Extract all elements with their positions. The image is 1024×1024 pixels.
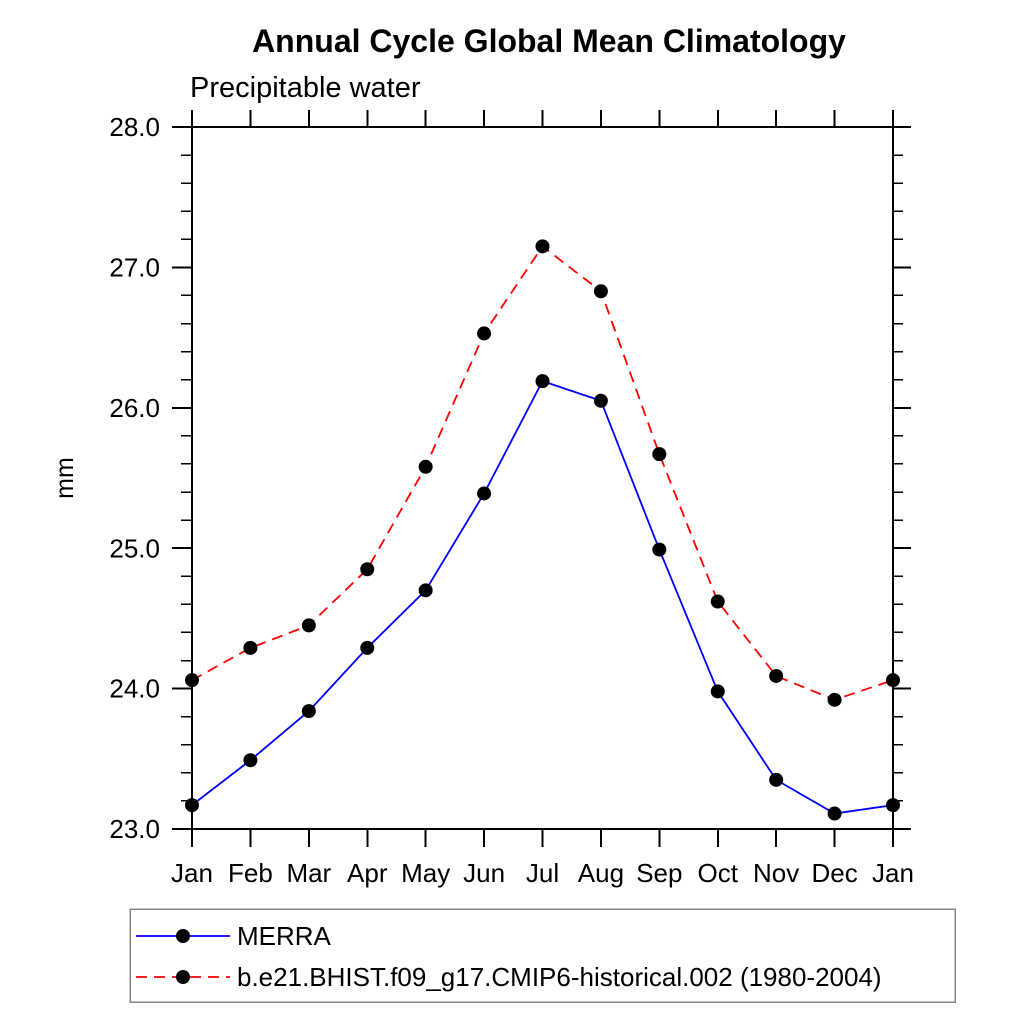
x-axis-tick-label: Sep bbox=[636, 858, 682, 888]
series-line-merra bbox=[191, 380, 894, 815]
data-point-marker bbox=[535, 239, 550, 254]
x-axis-tick-label: Jul bbox=[526, 858, 559, 888]
data-point-marker bbox=[301, 704, 316, 719]
data-point-marker bbox=[360, 640, 375, 655]
x-axis-tick-label: Jun bbox=[463, 858, 505, 888]
legend-label: b.e21.BHIST.f09_g17.CMIP6-historical.002… bbox=[237, 962, 882, 992]
series-line-model bbox=[191, 245, 894, 701]
legend-marker bbox=[176, 929, 190, 943]
data-point-marker bbox=[243, 753, 258, 768]
chart-title: Annual Cycle Global Mean Climatology bbox=[252, 23, 846, 59]
x-axis-tick-label: Apr bbox=[347, 858, 388, 888]
data-point-marker bbox=[652, 447, 667, 462]
data-point-marker bbox=[301, 618, 316, 633]
legend-box bbox=[129, 908, 956, 1003]
x-axis-tick-label: Jan bbox=[171, 858, 213, 888]
data-point-marker bbox=[710, 684, 725, 699]
y-axis-tick-label: 26.0 bbox=[109, 393, 160, 423]
y-axis-tick-label: 23.0 bbox=[109, 814, 160, 844]
legend-label: MERRA bbox=[237, 921, 332, 951]
data-point-marker bbox=[593, 284, 608, 299]
x-axis-tick-label: Mar bbox=[286, 858, 331, 888]
series-layer bbox=[185, 239, 900, 821]
plot-border bbox=[191, 126, 894, 830]
data-point-marker bbox=[360, 562, 375, 577]
x-axis-tick-label: Aug bbox=[578, 858, 624, 888]
legend-marker bbox=[176, 970, 190, 984]
data-point-marker bbox=[710, 594, 725, 609]
data-point-marker bbox=[769, 668, 784, 683]
data-point-marker bbox=[593, 393, 608, 408]
x-axis-tick-label: Feb bbox=[228, 858, 273, 888]
y-axis-title: mm bbox=[51, 457, 79, 499]
x-axis-tick-label: May bbox=[401, 858, 450, 888]
data-point-marker bbox=[652, 542, 667, 557]
data-point-marker bbox=[185, 798, 199, 813]
y-axis-tick-label: 24.0 bbox=[109, 674, 160, 704]
x-axis-tick-label: Dec bbox=[811, 858, 857, 888]
data-point-marker bbox=[535, 374, 550, 389]
data-point-marker bbox=[886, 673, 900, 688]
data-point-marker bbox=[477, 486, 492, 501]
chart-subtitle: Precipitable water bbox=[190, 72, 421, 104]
data-point-marker bbox=[418, 583, 433, 598]
data-point-marker bbox=[827, 692, 842, 707]
x-axis-tick-label: Oct bbox=[698, 858, 739, 888]
y-axis-tick-label: 25.0 bbox=[109, 533, 160, 563]
data-point-marker bbox=[477, 326, 492, 341]
legend-entry: MERRA bbox=[136, 921, 332, 951]
data-point-marker bbox=[886, 798, 900, 813]
axes-layer: 23.0 24.0 25.0 26.0 27.0 28.0 Jan Feb Mar Apr May J… bbox=[109, 110, 914, 888]
data-point-marker bbox=[827, 806, 842, 821]
legend-layer: MERRA b.e21.BHIST.f09_g17.CMIP6-historica… bbox=[136, 921, 882, 992]
x-axis-tick-label: Jan bbox=[872, 858, 914, 888]
y-axis-tick-label: 28.0 bbox=[109, 112, 160, 142]
data-point-marker bbox=[185, 673, 199, 688]
data-point-marker bbox=[418, 459, 433, 474]
data-point-marker bbox=[243, 640, 258, 655]
x-axis-tick-label: Nov bbox=[753, 858, 799, 888]
data-point-marker bbox=[769, 772, 784, 787]
legend-entry: b.e21.BHIST.f09_g17.CMIP6-historical.002… bbox=[136, 962, 882, 992]
y-axis-tick-label: 27.0 bbox=[109, 253, 160, 283]
